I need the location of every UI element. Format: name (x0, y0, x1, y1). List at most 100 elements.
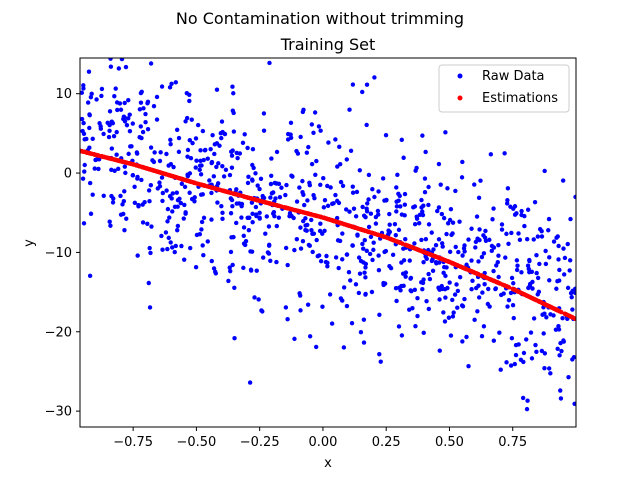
raw-data-point (174, 127, 180, 133)
raw-data-point (250, 146, 256, 152)
raw-data-point (250, 178, 255, 183)
raw-data-point (114, 152, 119, 157)
raw-data-point (124, 216, 129, 221)
raw-data-point (436, 237, 442, 242)
raw-data-point (274, 149, 280, 155)
raw-data-point (114, 100, 120, 105)
raw-data-point (313, 172, 318, 177)
raw-data-point (341, 285, 347, 290)
raw-data-point (365, 201, 370, 206)
raw-data-point (412, 221, 418, 227)
raw-data-point (109, 167, 114, 173)
raw-data-point (372, 75, 377, 80)
raw-data-point (344, 303, 350, 309)
raw-data-point (479, 334, 485, 339)
raw-data-point (426, 202, 431, 208)
raw-data-point (316, 124, 322, 129)
raw-data-point (537, 261, 542, 267)
raw-data-point (307, 243, 312, 248)
raw-data-point (539, 234, 545, 239)
estimation-point (394, 239, 399, 244)
raw-data-point (211, 174, 217, 179)
raw-data-point (570, 357, 575, 362)
estimation-point (84, 150, 89, 155)
raw-data-point (108, 58, 113, 61)
raw-data-point (534, 253, 539, 258)
raw-data-point (288, 135, 294, 141)
raw-data-point (448, 207, 454, 212)
raw-data-point (555, 346, 560, 352)
raw-data-point (407, 258, 412, 263)
estimation-point (317, 214, 322, 219)
raw-data-point (362, 270, 367, 275)
raw-data-point (477, 237, 482, 243)
raw-data-point (475, 309, 480, 314)
raw-data-point (228, 211, 234, 216)
raw-data-point (546, 216, 552, 222)
raw-data-point (444, 265, 449, 270)
raw-data-point (139, 177, 144, 183)
raw-data-point (140, 220, 146, 225)
y-tick-label: −30 (45, 405, 72, 420)
raw-data-point (203, 147, 208, 153)
raw-data-point (297, 185, 302, 190)
raw-data-point (122, 119, 128, 124)
raw-data-point (380, 176, 386, 181)
raw-data-point (528, 330, 534, 335)
raw-data-point (420, 209, 425, 214)
raw-data-point (450, 220, 456, 225)
raw-data-point (298, 225, 303, 230)
raw-data-point (310, 249, 315, 255)
raw-data-point (107, 128, 112, 134)
raw-data-point (134, 151, 140, 156)
raw-data-point (303, 223, 308, 228)
raw-data-point (469, 258, 474, 263)
estimation-point (537, 299, 543, 305)
raw-data-point (326, 140, 331, 145)
raw-data-point (414, 216, 420, 221)
raw-data-point (290, 174, 295, 179)
raw-data-point (390, 252, 396, 257)
raw-data-point (375, 208, 381, 214)
estimation-point (176, 175, 182, 181)
raw-data-point (324, 253, 329, 259)
raw-data-point (506, 297, 512, 303)
y-tick-label: −10 (45, 246, 72, 261)
raw-data-point (185, 154, 190, 159)
raw-data-point (421, 259, 426, 265)
raw-data-point (254, 268, 259, 273)
raw-data-point (209, 258, 214, 264)
raw-data-point (221, 174, 227, 179)
raw-data-point (336, 265, 341, 271)
raw-data-point (360, 246, 366, 251)
estimation-point (87, 151, 93, 156)
raw-data-point (89, 91, 94, 96)
raw-data-point (127, 128, 133, 134)
raw-data-point (163, 230, 169, 235)
raw-data-point (567, 258, 573, 263)
raw-data-point (130, 121, 135, 126)
raw-data-point (318, 182, 323, 187)
raw-data-point (85, 100, 91, 105)
raw-data-point (419, 280, 424, 285)
raw-data-point (220, 164, 225, 169)
raw-data-point (448, 333, 454, 338)
raw-data-point (488, 152, 494, 157)
raw-data-point (401, 155, 406, 160)
raw-data-point (261, 195, 267, 201)
raw-data-point (466, 237, 471, 242)
raw-data-point (145, 221, 150, 226)
raw-data-point (364, 82, 370, 87)
raw-data-point (88, 211, 94, 216)
raw-data-point (548, 371, 553, 376)
estimation-point (112, 157, 117, 162)
raw-data-point (127, 112, 132, 117)
raw-data-point (514, 258, 520, 263)
estimation-point (147, 167, 153, 172)
raw-data-point (524, 337, 529, 342)
raw-data-point (334, 215, 340, 221)
raw-data-point (446, 315, 452, 320)
raw-data-point (223, 167, 229, 172)
raw-data-point (101, 131, 106, 137)
